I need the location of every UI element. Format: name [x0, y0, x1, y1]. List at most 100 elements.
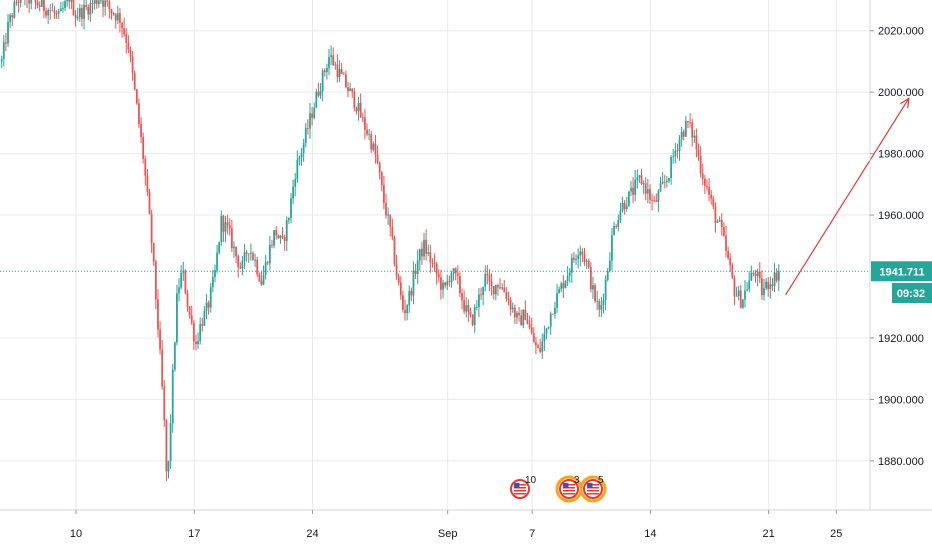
candle-body: [116, 13, 119, 21]
candle-body: [395, 264, 398, 276]
candle-body: [621, 202, 624, 211]
y-tick-label: 1900.000: [878, 394, 924, 406]
flag-stripe: [587, 490, 599, 492]
candle-body: [315, 91, 318, 108]
candle-body: [478, 294, 480, 308]
candle-body: [446, 281, 449, 286]
candle-body: [199, 324, 202, 342]
candle-body: [408, 290, 411, 306]
candle-body: [459, 275, 461, 294]
flag-stripe: [587, 487, 599, 489]
candle-body: [277, 235, 280, 239]
candle-body: [729, 257, 732, 266]
candle-body: [575, 258, 577, 260]
candle-body: [169, 423, 172, 461]
candle-body: [497, 285, 499, 288]
candle-body: [777, 271, 780, 281]
candle-body: [543, 333, 546, 342]
candle-body: [380, 172, 383, 186]
flag-stripe: [563, 493, 575, 495]
candle-body: [376, 154, 379, 163]
candle-body: [260, 280, 263, 285]
candle-body: [511, 307, 514, 310]
candle-body: [294, 179, 297, 187]
trend-arrow-drawing[interactable]: [785, 97, 910, 296]
candle-body: [323, 70, 326, 72]
event-marker-us[interactable]: 5: [579, 475, 607, 503]
candle-body: [167, 460, 170, 472]
candle-body: [535, 342, 537, 346]
candle-body: [750, 272, 753, 281]
candle-body: [81, 8, 83, 19]
candle-body: [112, 13, 115, 15]
candle-body: [142, 137, 145, 159]
candle-body: [374, 143, 377, 155]
economic-events[interactable]: 10 3 5: [510, 475, 607, 503]
candle-body: [76, 17, 79, 19]
candle-body: [467, 305, 470, 312]
candle-body: [480, 294, 482, 296]
countdown-tag: 09:32: [892, 283, 932, 303]
candle-body: [410, 290, 413, 296]
candle-body: [440, 277, 442, 290]
candle-body: [513, 307, 516, 318]
candle-body: [682, 131, 685, 137]
candle-body: [228, 225, 231, 229]
candle-body: [355, 107, 358, 112]
y-tick-label: 2020.000: [878, 26, 924, 38]
candle-body: [144, 158, 147, 176]
candle-body: [243, 252, 246, 261]
candle-body: [469, 311, 472, 315]
candle-body: [393, 237, 396, 265]
event-marker-us[interactable]: 3: [555, 475, 583, 503]
candle-body: [437, 274, 440, 278]
candle-body: [266, 262, 269, 264]
candle-body: [330, 55, 333, 58]
candle-body: [209, 287, 212, 308]
candle-body: [722, 227, 725, 236]
candle-body: [630, 187, 632, 192]
candle-body: [214, 270, 216, 277]
candle-body: [313, 107, 316, 118]
candle-body: [342, 73, 345, 75]
candle-body: [140, 123, 142, 138]
candle-body: [663, 181, 666, 183]
candle-body: [431, 262, 434, 264]
candle-body: [412, 270, 415, 296]
candle-body: [296, 159, 299, 180]
price-tag-background: [871, 261, 932, 282]
flag-stripe: [563, 484, 575, 486]
y-axis[interactable]: 2020.000 2000.000 1980.000 1960.000 1920.000…: [870, 26, 924, 468]
candle-body: [758, 271, 761, 279]
candle-body: [159, 329, 161, 350]
candle-body: [154, 261, 157, 300]
candle-body: [97, 0, 100, 5]
x-tick-label: 17: [188, 528, 200, 540]
event-marker-us[interactable]: 10: [510, 475, 537, 499]
candle-body: [178, 287, 180, 294]
candle-body: [414, 270, 417, 274]
candle-body: [505, 292, 508, 299]
candle-body: [127, 43, 130, 50]
candle-body: [689, 122, 691, 124]
candle-body: [714, 206, 717, 223]
candle-body: [539, 347, 542, 352]
candle-body: [649, 189, 651, 200]
flag-canton: [514, 483, 520, 488]
candle-body: [235, 246, 237, 256]
candle-body: [520, 315, 523, 326]
candle-body: [516, 312, 518, 318]
flag-stripe: [514, 490, 526, 492]
candle-body: [549, 313, 552, 327]
candle-body: [363, 117, 366, 130]
y-tick-label: 2000.000: [878, 87, 924, 99]
candle-body: [594, 285, 596, 302]
candle-body: [642, 183, 645, 185]
candle-body: [526, 320, 529, 324]
candle-body: [528, 323, 531, 328]
candle-body: [402, 295, 404, 310]
candle-body: [490, 281, 493, 286]
current-price-tag: 1941.711: [871, 261, 932, 282]
x-axis[interactable]: 10 17 24 Sep 7 14 21 25: [70, 510, 842, 540]
